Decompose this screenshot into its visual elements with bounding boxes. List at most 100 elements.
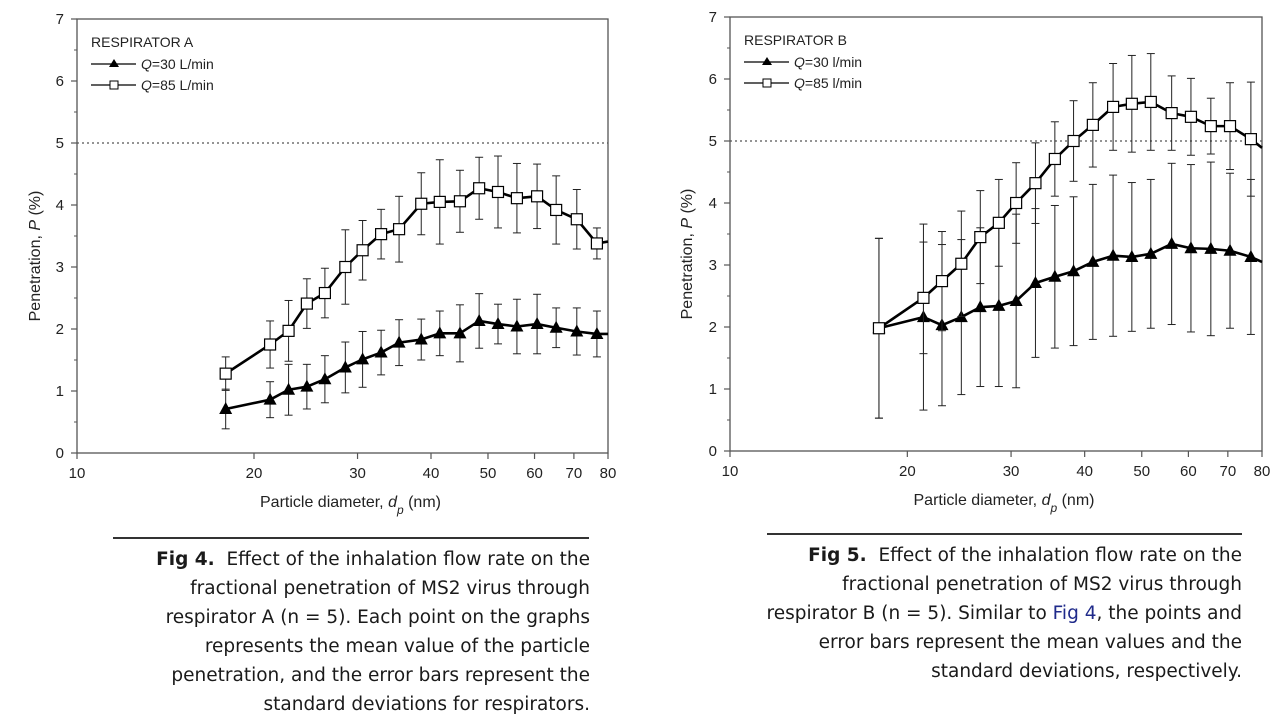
data-point-triangle [356,352,370,365]
y-tick-label: 4 [56,197,64,214]
y-tick-label: 3 [56,259,64,276]
series-q85 [219,155,609,391]
x-tick-label: 20 [246,465,263,482]
data-point-square [530,190,544,203]
data-point-square [339,260,352,274]
data-point-triangle [1106,248,1120,261]
caption-fig4-line2: fractional penetration of MS2 virus thro… [190,578,590,599]
legend-label: Q=85 L/min [141,77,214,93]
data-point-square [415,197,428,210]
data-point-triangle [1086,254,1100,267]
data-point-triangle [1223,243,1237,256]
data-point-triangle [263,392,277,405]
data-point-square [510,192,524,205]
data-point-square [974,231,987,244]
caption-fig4-line3: respirator A (n = 5). Each point on the … [165,607,590,628]
data-point-square [263,338,277,351]
y-tick-label: 2 [56,321,64,338]
data-point-square [1144,95,1157,109]
data-point-triangle [590,326,604,339]
data-point-square [872,322,886,335]
data-point-triangle [472,313,486,326]
data-point-square [935,275,949,288]
x-tick-label: 40 [1076,463,1093,480]
data-point-triangle [453,326,467,339]
data-point-triangle [414,332,428,345]
data-point-triangle [338,360,352,373]
data-point-square [1125,97,1138,110]
legend-triangle-icon [762,57,772,65]
data-point-triangle [1165,236,1179,249]
data-point-square [590,237,604,250]
caption-fig4-label: Fig 4. [156,549,215,570]
data-point-square [1048,152,1061,166]
caption-fig5-line1: Fig 5. Effect of the inhalation flow rat… [808,545,1242,566]
data-point-square [453,195,467,208]
x-tick-label: 60 [1180,463,1197,480]
data-point-triangle [973,300,987,313]
data-point-square [1165,106,1178,120]
data-point-triangle [318,372,332,385]
caption-rule-fig4 [113,537,589,539]
data-point-triangle [1067,264,1081,277]
x-tick-label: 40 [423,465,440,482]
legend-label: Q=85 l/min [794,75,862,91]
data-point-square [1106,100,1120,114]
series-q30 [219,293,608,430]
data-point-triangle [282,382,296,395]
chart-a: 0 1 2 3 4 5 6 7 10 20 30 40 50 60 70 80 Particle diamete… [27,11,616,517]
data-point-triangle [1125,249,1139,262]
x-tick-label: 50 [480,465,497,482]
data-point-triangle [1184,241,1198,254]
data-point-square [917,291,930,304]
caption-fig4-line5: penetration, and the error bars represen… [171,665,590,686]
data-point-square [392,223,406,236]
x-tick-label: 30 [1003,463,1020,480]
data-point-square [992,216,1005,229]
y-tick-label: 1 [709,381,717,398]
x-tick-label: 10 [722,463,739,480]
y-tick-label: 6 [56,73,64,90]
data-point-square [1204,120,1217,133]
data-point-triangle [510,319,524,332]
x-tick-label: 70 [1219,463,1236,480]
data-point-square [375,228,388,241]
caption-fig5: Fig 5. Effect of the inhalation flow rat… [700,541,1242,686]
data-point-triangle [1009,293,1023,306]
caption-fig4-line4: represents the mean value of the particl… [204,636,590,657]
data-point-triangle [1048,269,1062,282]
data-point-triangle [992,298,1006,311]
data-point-triangle [374,345,388,358]
data-point-square [570,213,583,226]
x-tick-label: 30 [349,465,366,482]
data-point-square [282,324,295,337]
data-point-square [1067,134,1080,148]
y-tick-label: 7 [709,9,717,26]
data-point-square [1184,110,1198,123]
legend: RESPIRATOR B Q=30 l/min Q=85 l/min [744,32,862,91]
data-point-triangle [219,401,233,414]
caption-fig5-line5: standard deviations, respectively. [931,661,1242,682]
caption-fig5-line3: respirator B (n = 5). Similar to Fig 4, … [766,603,1242,624]
data-point-triangle [433,326,447,339]
x-tick-label: 10 [69,465,86,482]
x-tick-label: 50 [1133,463,1150,480]
y-axis-title: Penetration, P (%) [679,189,696,320]
data-point-square [433,195,446,208]
y-tick-label: 2 [709,319,717,336]
data-point-triangle [300,379,314,392]
y-tick-label: 3 [709,257,717,274]
x-tick-label: 80 [600,465,617,482]
data-point-square [491,185,505,199]
data-point-square [300,297,313,310]
y-axis-title: Penetration, P (%) [27,191,44,322]
fig4-link[interactable]: Fig 4 [1052,603,1097,624]
x-axis-title: Particle diameter, dp (nm) [914,492,1095,515]
data-point-triangle [549,320,563,333]
data-point-triangle [1144,246,1158,259]
data-point-triangle [570,324,584,337]
data-point-triangle [1244,249,1258,262]
caption-fig4-line6: standard deviations for respirators. [263,694,590,715]
caption-fig5-label: Fig 5. [808,545,867,566]
